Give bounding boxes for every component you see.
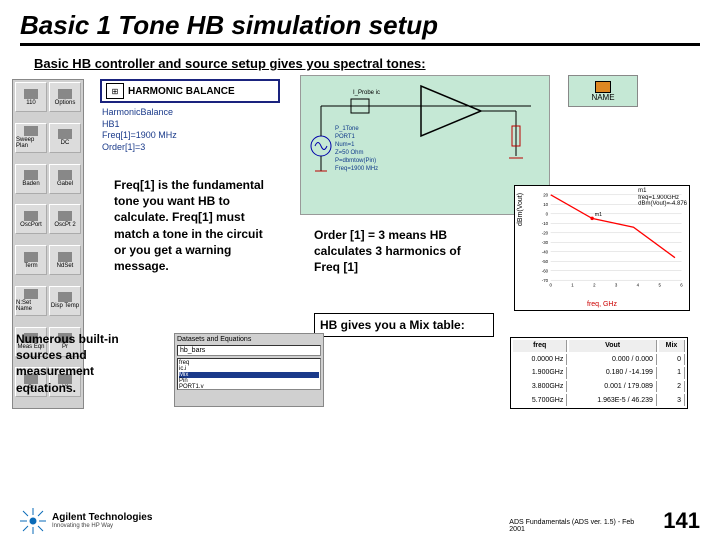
palette-button[interactable]: Gabel [49,164,81,194]
chart-plot: -70 -60 -50 -40 -30 -20 -10 0 10 20 0 1 2 3 4 5 6 m1 [535,192,685,290]
svg-text:3: 3 [615,282,618,287]
table-header: Mix [659,340,685,352]
svg-text:-30: -30 [542,240,549,245]
content-area: 110OptionsSweep PlanDCBadenGabelOscPortO… [20,79,700,479]
datasets-list[interactable]: freqic.iMixPinPORT1.v [177,358,321,390]
slide-subtitle: Basic HB controller and source setup giv… [34,56,700,71]
palette-button[interactable]: 110 [15,82,47,112]
datasets-panel: Datasets and Equations hb_bars freqic.iM… [174,333,324,407]
svg-text:Num=1: Num=1 [335,142,355,148]
svg-text:-10: -10 [542,221,549,226]
svg-text:-40: -40 [542,250,549,255]
list-item[interactable]: PORT1.v [179,384,319,390]
name-label: NAME [591,93,614,102]
table-row: 3.800GHz0.001 / 179.0892 [513,381,685,393]
table-row: 0.0000 Hz0.000 / 0.0000 [513,354,685,366]
svg-text:2: 2 [593,282,596,287]
palette-button[interactable]: Options [49,82,81,112]
svg-text:6: 6 [680,282,683,287]
hb-controller-block: ⊞ HARMONIC BALANCE HarmonicBalanceHB1Fre… [100,79,280,154]
chart-ylabel: dBm(Vout) [517,193,524,226]
palette-button[interactable]: OscPort [15,204,47,234]
mix-table: freqVoutMix 0.0000 Hz0.000 / 0.00001.900G… [510,337,688,409]
svg-text:10: 10 [543,202,548,207]
table-header: freq [513,340,567,352]
svg-text:-60: -60 [542,268,549,273]
name-icon [595,81,611,93]
svg-text:0: 0 [546,212,549,217]
svg-text:Z=50 Ohm: Z=50 Ohm [335,150,364,156]
palette-button[interactable]: Sweep Plan [15,123,47,153]
brand-name: Agilent Technologies [52,513,152,523]
svg-text:Freq=1900 MHz: Freq=1900 MHz [335,166,378,172]
vout-chart: dBm(Vout) m1freq=1.900GHzdBm(Vout)=-4.87… [514,185,690,311]
svg-text:I_Probe ic: I_Probe ic [353,90,380,96]
caption-freq-note: Freq[1] is the fundamental tone you want… [114,177,274,274]
hb-title: HARMONIC BALANCE [128,86,235,97]
svg-text:0: 0 [549,282,552,287]
datasets-field[interactable]: hb_bars [177,345,321,356]
hb-params: HarmonicBalanceHB1Freq[1]=1900 MHzOrder[… [100,107,280,154]
svg-text:m1: m1 [595,212,602,218]
svg-text:-70: -70 [542,278,549,283]
palette-button[interactable]: DC [49,123,81,153]
palette-button[interactable]: Term [15,245,47,275]
table-row: 5.700GHz1.963E-5 / 46.2393 [513,394,685,406]
caption-order-note: Order [1] = 3 means HB calculates 3 harm… [314,227,484,276]
svg-text:P_1Tone: P_1Tone [335,126,359,132]
svg-text:-20: -20 [542,231,549,236]
palette-button[interactable]: N:Set Name [15,286,47,316]
svg-text:PORT1: PORT1 [335,134,356,140]
logo-spark-icon [20,508,46,534]
svg-text:-50: -50 [542,259,549,264]
table-header: Vout [569,340,657,352]
svg-text:5: 5 [658,282,661,287]
palette-button[interactable]: Disp Temp [49,286,81,316]
name-palette: NAME [568,75,638,107]
footer-meta: ADS Fundamentals (ADS ver. 1.5) - Feb 20… [509,519,649,534]
palette-button[interactable]: NdSet [49,245,81,275]
palette-button[interactable]: Baden [15,164,47,194]
datasets-header: Datasets and Equations [177,336,321,343]
chart-xlabel: freq, GHz [515,301,689,308]
hb-icon: ⊞ [106,83,124,99]
table-row: 1.900GHz0.180 / -14.1991 [513,367,685,379]
brand-logo: Agilent Technologies Innovating the HP W… [20,508,152,534]
slide-footer: Agilent Technologies Innovating the HP W… [20,508,700,534]
palette-button[interactable]: OscPt 2 [49,204,81,234]
caption-builtin-note: Numerous built-in sources and measuremen… [16,331,156,396]
svg-text:4: 4 [637,282,640,287]
brand-tagline: Innovating the HP Way [52,523,152,529]
caption-mix-note: HB gives you a Mix table: [314,313,494,337]
svg-text:P=dbmtow(Pin): P=dbmtow(Pin) [335,158,376,164]
svg-text:1: 1 [571,282,574,287]
svg-text:20: 20 [543,193,548,198]
circuit-schematic: I_Probe ic P_1Tone PORT1 Num=1 Z=50 Ohm P=db… [300,75,550,215]
slide-title: Basic 1 Tone HB simulation setup [20,10,700,46]
page-number: 141 [663,508,700,534]
